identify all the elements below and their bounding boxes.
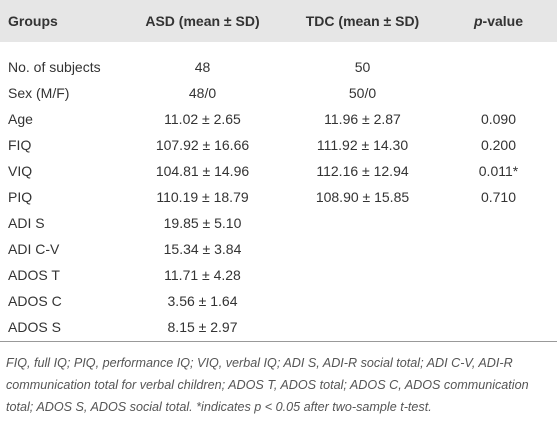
row-label: ADI S: [8, 215, 45, 231]
cell-value: 0.200: [480, 137, 517, 153]
cell-value: 110.19 ± 18.79: [156, 189, 249, 205]
cell-value: 104.81 ± 14.96: [155, 163, 250, 179]
cell-value: 0.710: [480, 189, 517, 205]
header-cell: TDC (mean ± SD): [305, 13, 420, 29]
cell-value: 15.34 ± 3.84: [163, 241, 242, 257]
row-label: Sex (M/F): [8, 85, 70, 101]
row-label: No. of subjects: [8, 59, 101, 75]
cell-value: 19.85 ± 5.10: [163, 215, 242, 231]
header-cell: p-value: [440, 0, 557, 42]
row-label: ADOS C: [8, 293, 62, 309]
cell-value: 48: [194, 59, 211, 75]
cell-value: 8.15 ± 2.97: [167, 319, 238, 335]
header-cell: Groups: [8, 13, 58, 29]
row-label: ADOS T: [8, 267, 60, 283]
cell-value: 11.71 ± 4.28: [164, 267, 241, 283]
header-italic: p: [473, 13, 483, 29]
cell-value: 3.56 ± 1.64: [167, 293, 238, 309]
cell-value: 108.90 ± 15.85: [315, 189, 410, 205]
cell-value: 50: [354, 59, 371, 75]
row-label: Age: [8, 111, 33, 127]
cell-value: 112.16 ± 12.94: [316, 163, 409, 179]
cell-value: 11.02 ± 2.65: [164, 111, 241, 127]
footnote: FIQ, full IQ; PIQ, performance IQ; VIQ, …: [6, 356, 529, 414]
row-label: FIQ: [8, 137, 32, 153]
cell-value: 0.011*: [478, 163, 519, 179]
header-row: [0, 0, 557, 42]
row-label: ADOS S: [8, 319, 61, 335]
header-cell: ASD (mean ± SD): [145, 13, 260, 29]
row-label: VIQ: [8, 163, 33, 179]
row-label: ADI C-V: [8, 241, 60, 257]
cell-value: 0.090: [480, 111, 517, 127]
cell-value: 48/0: [188, 85, 217, 101]
cell-value: 11.96 ± 2.87: [324, 111, 401, 127]
cell-value: 50/0: [348, 85, 377, 101]
cell-value: 107.92 ± 16.66: [155, 137, 250, 153]
table-rule: [0, 341, 557, 342]
header-text: -value: [482, 13, 524, 29]
cell-value: 111.92 ± 14.30: [316, 137, 409, 153]
row-label: PIQ: [8, 189, 33, 205]
